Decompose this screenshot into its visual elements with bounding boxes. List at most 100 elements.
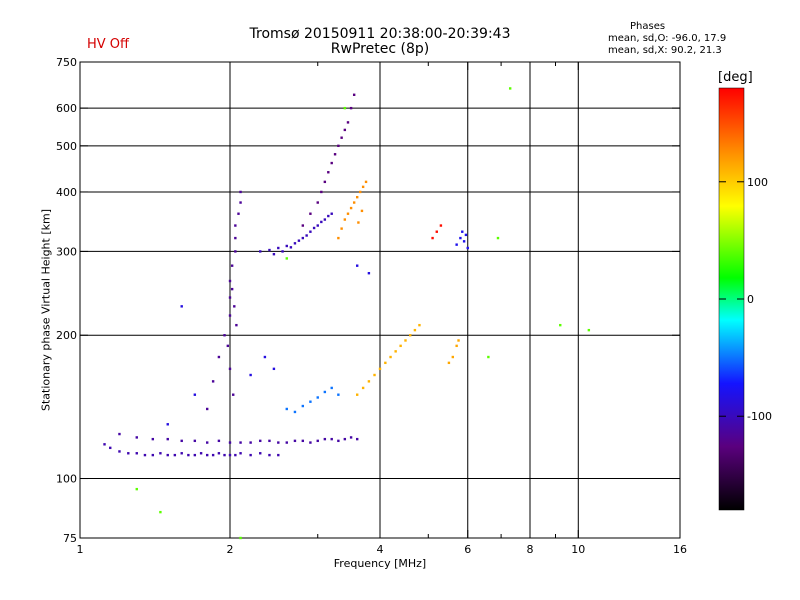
- data-point: [268, 248, 271, 252]
- data-point: [320, 220, 323, 224]
- data-point: [228, 296, 232, 299]
- data-point: [281, 250, 284, 253]
- data-point: [151, 453, 155, 457]
- data-point: [337, 144, 340, 148]
- data-point: [455, 243, 458, 246]
- data-point: [496, 236, 500, 240]
- data-point: [394, 350, 397, 353]
- data-point: [232, 393, 235, 396]
- colorbar-tick-label: 100: [747, 176, 768, 189]
- data-point: [355, 393, 359, 396]
- scatter-points: [103, 87, 591, 540]
- data-point: [118, 432, 121, 436]
- data-point: [166, 423, 169, 426]
- x-tick-label: 10: [571, 543, 585, 556]
- data-point: [312, 226, 316, 230]
- data-point: [343, 106, 347, 110]
- data-point: [239, 441, 242, 444]
- y-tick-label: 75: [63, 532, 77, 545]
- data-point: [323, 390, 327, 394]
- phases-title: Phases: [630, 21, 666, 32]
- data-point: [217, 452, 221, 455]
- y-tick-label: 600: [56, 102, 77, 115]
- data-point: [320, 190, 323, 194]
- data-point: [127, 452, 130, 455]
- x-tick-label: 6: [464, 543, 471, 556]
- data-point: [462, 240, 466, 243]
- data-point: [355, 437, 359, 441]
- data-point: [239, 201, 242, 204]
- data-point: [263, 355, 267, 359]
- y-tick-label: 200: [56, 329, 77, 342]
- data-point: [272, 367, 276, 371]
- data-point: [461, 230, 464, 233]
- data-point: [205, 441, 209, 444]
- data-point: [340, 136, 343, 139]
- data-point: [230, 287, 234, 291]
- grid-lines: [80, 62, 680, 538]
- data-point: [193, 439, 197, 443]
- data-point: [323, 218, 327, 221]
- data-point: [587, 328, 591, 332]
- colorbar-tick-label: 0: [747, 293, 754, 306]
- data-point: [233, 305, 236, 308]
- data-point: [259, 439, 262, 443]
- data-point: [237, 212, 240, 215]
- data-point: [355, 195, 359, 199]
- data-point: [343, 218, 347, 221]
- data-point: [333, 153, 337, 156]
- data-point: [268, 453, 271, 457]
- data-point: [309, 441, 312, 444]
- colorbar-ticks: 100 0 -100: [719, 176, 772, 423]
- data-point: [234, 250, 237, 253]
- data-point: [384, 361, 387, 365]
- data-point: [180, 439, 183, 443]
- phases-x-stats: mean, sd,X: 90.2, 21.3: [608, 45, 722, 56]
- data-point: [447, 361, 451, 365]
- data-point: [293, 242, 297, 245]
- data-point: [352, 93, 356, 96]
- x-tick-label: 8: [527, 543, 534, 556]
- data-point: [330, 437, 333, 441]
- data-point: [439, 224, 443, 227]
- y-tick-label: 500: [56, 140, 77, 153]
- data-point: [249, 453, 252, 457]
- data-point: [508, 87, 512, 90]
- data-point: [135, 452, 138, 455]
- data-point: [103, 443, 106, 446]
- data-point: [301, 236, 305, 240]
- data-point: [346, 121, 350, 124]
- data-point: [327, 171, 330, 174]
- data-point: [337, 439, 340, 443]
- data-point: [285, 441, 288, 444]
- data-point: [316, 439, 319, 443]
- data-point: [357, 221, 360, 224]
- data-point: [361, 185, 365, 189]
- data-point: [259, 452, 262, 455]
- data-point: [226, 344, 230, 348]
- data-point: [389, 355, 392, 359]
- x-tick-label: 2: [227, 543, 234, 556]
- y-axis-label: Stationary phase Virtual Height [km]: [39, 208, 53, 412]
- data-point: [277, 246, 280, 250]
- data-point: [340, 227, 343, 230]
- data-point: [135, 487, 138, 491]
- y-tick-label: 750: [56, 56, 77, 69]
- data-point: [378, 367, 382, 371]
- data-point: [217, 439, 221, 443]
- data-point: [360, 209, 364, 213]
- data-point: [343, 437, 347, 441]
- data-point: [135, 436, 138, 439]
- data-point: [228, 279, 232, 283]
- data-point: [330, 212, 333, 215]
- data-point: [349, 206, 353, 210]
- data-point: [159, 510, 162, 514]
- data-point: [277, 453, 280, 457]
- data-point: [466, 246, 469, 250]
- phases-o-stats: mean, sd,O: -96.0, 17.9: [608, 33, 727, 44]
- data-point: [330, 386, 333, 390]
- data-point: [259, 250, 262, 253]
- data-point: [285, 407, 288, 411]
- data-point: [316, 224, 319, 227]
- data-point: [285, 257, 288, 260]
